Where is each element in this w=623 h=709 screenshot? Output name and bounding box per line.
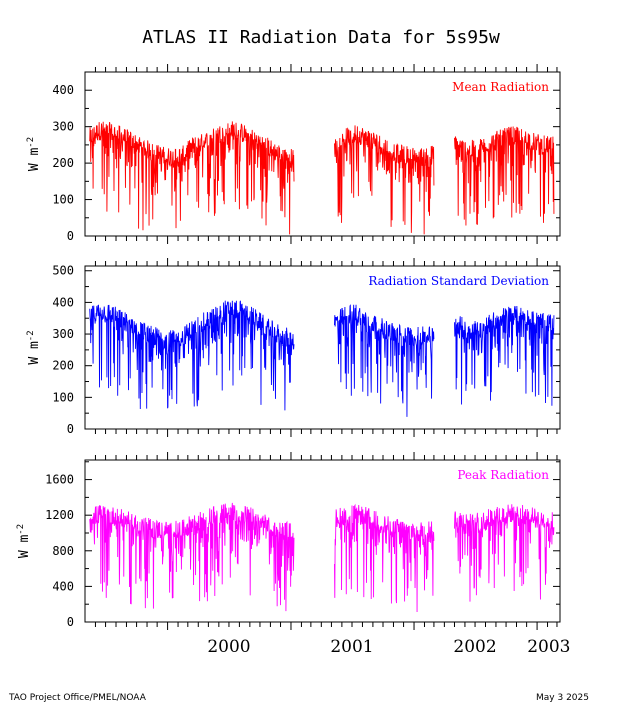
y-tick-label: 100 — [52, 390, 74, 404]
footer-date: May 3 2025 — [536, 693, 589, 703]
y-tick-label: 100 — [52, 193, 74, 207]
y-tick-label: 1200 — [45, 508, 74, 522]
y-tick-label: 300 — [52, 120, 74, 134]
panel-peak-legend: Peak Radiation — [457, 468, 549, 482]
panel-mean-frame — [84, 71, 561, 237]
footer-credit: TAO Project Office/PMEL/NOAA — [9, 693, 146, 703]
panel-peak-series-segment-2 — [334, 503, 435, 613]
panel-sd-legend: Radiation Standard Deviation — [368, 274, 549, 288]
y-tick-label: 0 — [67, 229, 74, 243]
y-tick-label: 800 — [52, 544, 74, 558]
x-year-label: 2003 — [527, 637, 570, 657]
panel-sd-ylabel: W m-2 — [26, 330, 42, 364]
x-year-label: 2000 — [207, 637, 250, 657]
chart-title: ATLAS II Radiation Data for 5s95w — [142, 27, 500, 48]
y-tick-label: 400 — [52, 295, 74, 309]
y-tick-label: 0 — [67, 422, 74, 436]
panel-mean-series-segment-3 — [454, 126, 555, 226]
x-year-label: 2001 — [330, 637, 373, 657]
panel-sd-series-segment-1 — [89, 300, 295, 411]
panel-mean-ylabel: W m-2 — [26, 137, 42, 171]
panel-peak-frame — [84, 459, 561, 623]
y-tick-label: 300 — [52, 327, 74, 341]
x-year-label: 2002 — [453, 637, 496, 657]
panel-mean-series-segment-1 — [89, 121, 295, 235]
panel-peak-ylabel: W m-2 — [16, 524, 32, 558]
y-tick-label: 1600 — [45, 473, 74, 487]
panel-sd-series-segment-2 — [334, 304, 435, 417]
panel-peak-series-segment-1 — [89, 502, 295, 612]
y-tick-label: 400 — [52, 579, 74, 593]
panel-peak-series-segment-3 — [454, 504, 555, 602]
panel-sd-series-segment-3 — [454, 305, 555, 406]
y-tick-label: 500 — [52, 264, 74, 278]
y-tick-label: 0 — [67, 615, 74, 629]
y-tick-label: 400 — [52, 83, 74, 97]
y-tick-label: 200 — [52, 359, 74, 373]
y-tick-label: 200 — [52, 156, 74, 170]
panel-mean-series-segment-2 — [334, 125, 435, 235]
panel-sd-frame — [84, 265, 561, 430]
panel-mean-legend: Mean Radiation — [452, 80, 549, 94]
